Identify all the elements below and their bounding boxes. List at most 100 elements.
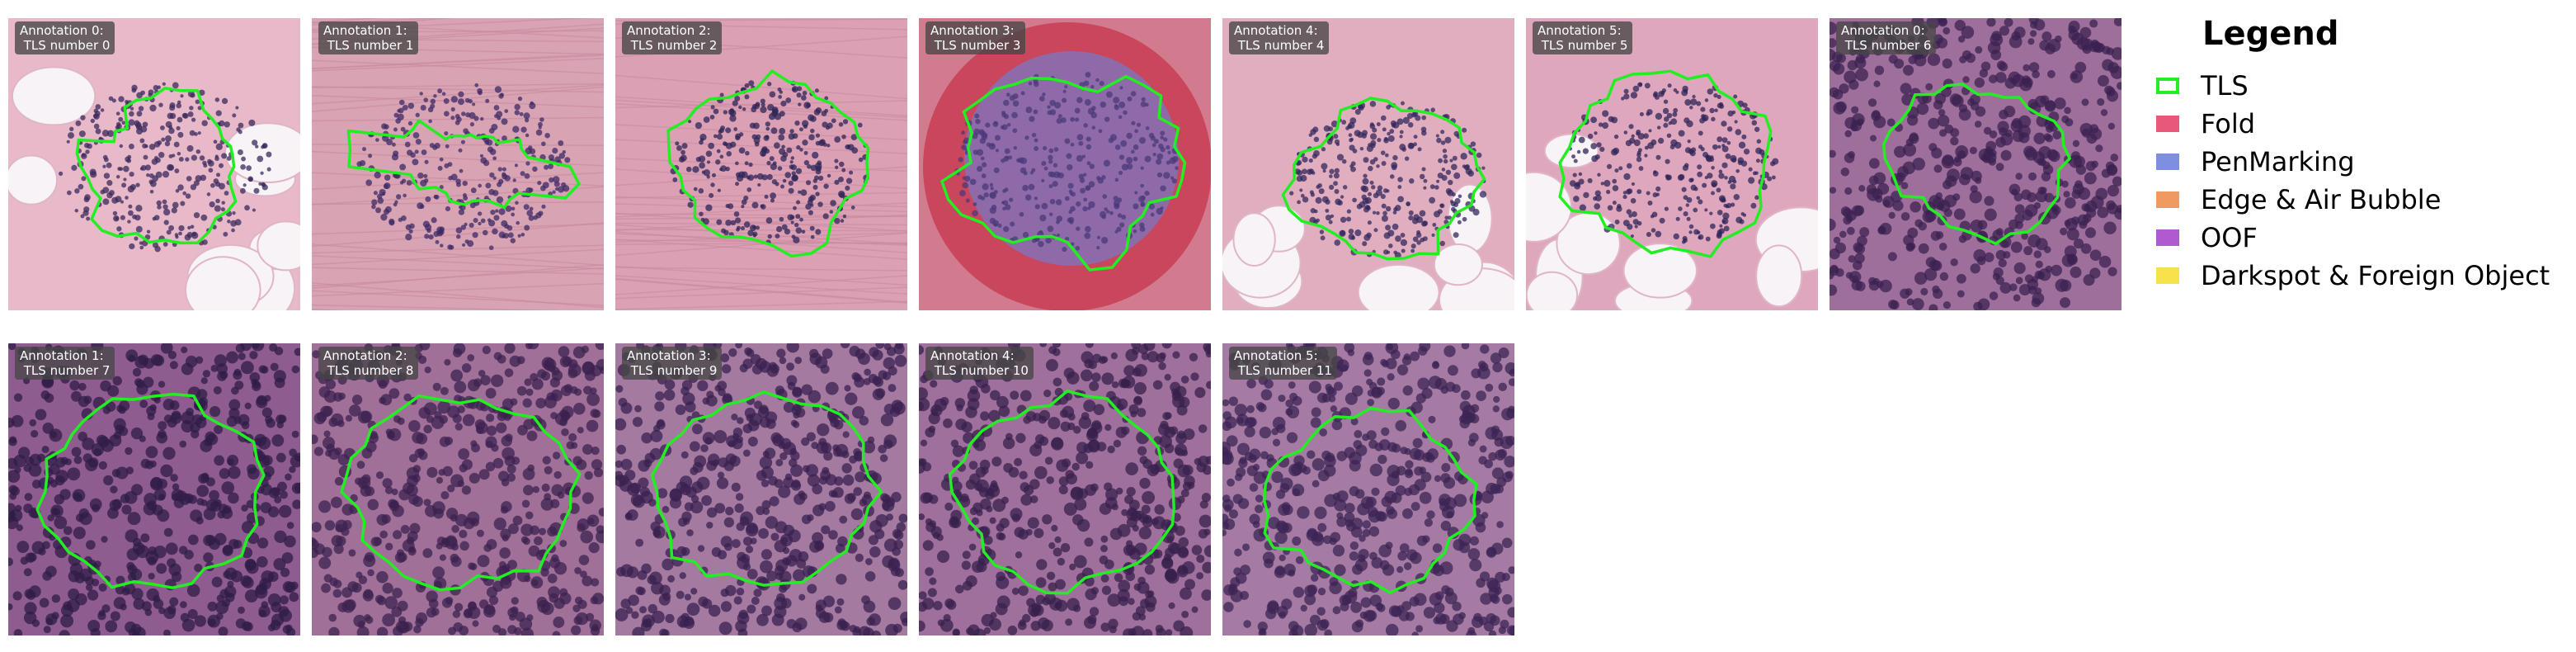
stroma-fiber bbox=[312, 255, 604, 270]
stroma-fiber bbox=[312, 282, 604, 297]
stroma-fiber bbox=[615, 275, 907, 295]
tls-outline bbox=[340, 394, 582, 592]
legend: Legend TLS Fold PenMarking Edge & Air Bu… bbox=[2156, 15, 2569, 291]
fat-cell bbox=[184, 256, 261, 310]
stroma-fiber bbox=[615, 229, 907, 232]
stroma-fiber bbox=[615, 242, 907, 245]
stroma-fiber bbox=[615, 300, 907, 310]
tissue-image bbox=[312, 343, 604, 635]
cell-cluster bbox=[58, 82, 272, 253]
tile-caption: Annotation 5: TLS number 5 bbox=[1533, 21, 1633, 54]
stroma-fiber bbox=[312, 84, 604, 105]
tissue-image bbox=[919, 343, 1211, 635]
stroma-fiber bbox=[615, 214, 907, 232]
legend-label: TLS bbox=[2201, 70, 2249, 102]
stroma-fiber bbox=[312, 243, 604, 267]
tls-swatch-icon bbox=[2156, 78, 2179, 94]
tls-outline bbox=[948, 390, 1175, 595]
tile-caption: Annotation 1: TLS number 7 bbox=[15, 347, 115, 380]
legend-title: Legend bbox=[2202, 15, 2339, 53]
legend-item-edge-air-bubble: Edge & Air Bubble bbox=[2156, 183, 2441, 216]
stroma-fiber bbox=[312, 290, 604, 306]
stroma-fiber bbox=[615, 277, 907, 303]
darkspot-swatch-icon bbox=[2156, 267, 2179, 284]
edge-air-bubble-swatch-icon bbox=[2156, 191, 2179, 208]
tls-outline bbox=[1558, 69, 1773, 258]
tile-1: Annotation 1: TLS number 1 bbox=[312, 18, 604, 310]
cell-cluster bbox=[1830, 18, 2122, 310]
tls-outline bbox=[346, 119, 581, 209]
stroma-fiber bbox=[312, 263, 604, 289]
tls-outline bbox=[1262, 406, 1478, 595]
fat-cell bbox=[1543, 133, 1599, 169]
cell-cluster bbox=[312, 343, 604, 635]
tile-caption: Annotation 4: TLS number 10 bbox=[925, 347, 1034, 380]
tile-caption: Annotation 4: TLS number 4 bbox=[1229, 21, 1330, 54]
stroma-fiber bbox=[312, 59, 604, 74]
stroma-fiber bbox=[312, 244, 604, 254]
tissue-image bbox=[8, 343, 300, 635]
stroma-fiber bbox=[615, 196, 907, 208]
legend-label: PenMarking bbox=[2201, 146, 2355, 177]
stroma-fiber bbox=[615, 278, 907, 304]
tissue-image bbox=[1222, 343, 1514, 635]
stroma-fiber bbox=[312, 57, 604, 72]
tile-caption: Annotation 5: TLS number 11 bbox=[1229, 347, 1337, 380]
tile-11: Annotation 5: TLS number 11 bbox=[1222, 343, 1514, 635]
tile-caption: Annotation 2: TLS number 8 bbox=[318, 347, 419, 380]
stroma-fiber bbox=[312, 18, 382, 24]
tile-3: Annotation 3: TLS number 3 bbox=[919, 18, 1211, 310]
tile-6: Annotation 0: TLS number 6 bbox=[1830, 18, 2122, 310]
fat-cell bbox=[11, 66, 97, 126]
stroma-fiber bbox=[615, 158, 907, 172]
stroma-fiber bbox=[615, 74, 907, 100]
tissue-image bbox=[615, 343, 907, 635]
legend-label: OOF bbox=[2201, 222, 2258, 253]
fat-cell bbox=[8, 154, 59, 206]
stroma-fiber bbox=[312, 186, 604, 206]
tls-outline bbox=[75, 87, 238, 245]
tissue-image bbox=[615, 18, 907, 310]
stroma-fiber bbox=[615, 239, 907, 260]
stroma-fiber bbox=[615, 222, 907, 226]
stroma-fiber bbox=[615, 286, 907, 300]
tissue-image bbox=[312, 18, 604, 310]
stroma-fiber bbox=[312, 267, 604, 275]
tls-outline bbox=[940, 74, 1187, 272]
legend-item-darkspot-foreign-object: Darkspot & Foreign Object bbox=[2156, 259, 2550, 292]
fold-swatch-icon bbox=[2156, 116, 2179, 132]
tissue-image bbox=[1830, 18, 2122, 310]
tls-outline bbox=[35, 392, 266, 589]
cell-cluster bbox=[1289, 101, 1487, 259]
cell-cluster bbox=[356, 83, 571, 251]
tile-caption: Annotation 3: TLS number 9 bbox=[622, 347, 723, 380]
fat-cell bbox=[1232, 212, 1276, 267]
tissue-image bbox=[8, 18, 300, 310]
stroma-fiber bbox=[312, 248, 604, 266]
fat-cell bbox=[1622, 243, 1698, 299]
tile-8: Annotation 2: TLS number 8 bbox=[312, 343, 604, 635]
tile-2: Annotation 2: TLS number 2 bbox=[615, 18, 907, 310]
tls-outline bbox=[650, 390, 883, 587]
stroma-fiber bbox=[615, 213, 907, 218]
tile-0: Annotation 0: TLS number 0 bbox=[8, 18, 300, 310]
fat-cell bbox=[1526, 271, 1579, 310]
tissue-image bbox=[919, 18, 1211, 310]
legend-item-oof: OOF bbox=[2156, 221, 2258, 254]
tile-caption: Annotation 0: TLS number 0 bbox=[15, 21, 115, 54]
tile-10: Annotation 4: TLS number 10 bbox=[919, 343, 1211, 635]
stroma-fiber bbox=[615, 18, 907, 21]
tile-caption: Annotation 3: TLS number 3 bbox=[925, 21, 1026, 54]
stroma-fiber bbox=[615, 267, 907, 272]
tile-caption: Annotation 2: TLS number 2 bbox=[622, 21, 723, 54]
stroma-fiber bbox=[312, 86, 604, 93]
fat-cell bbox=[1357, 263, 1440, 310]
fat-cell bbox=[1433, 243, 1483, 286]
fat-cell bbox=[1755, 244, 1803, 308]
penmarking-swatch-icon bbox=[2156, 154, 2179, 170]
tile-9: Annotation 3: TLS number 9 bbox=[615, 343, 907, 635]
stroma-fiber bbox=[312, 144, 604, 146]
tissue-image bbox=[1526, 18, 1818, 310]
cell-cluster bbox=[954, 72, 1179, 253]
legend-item-penmarking: PenMarking bbox=[2156, 145, 2355, 178]
